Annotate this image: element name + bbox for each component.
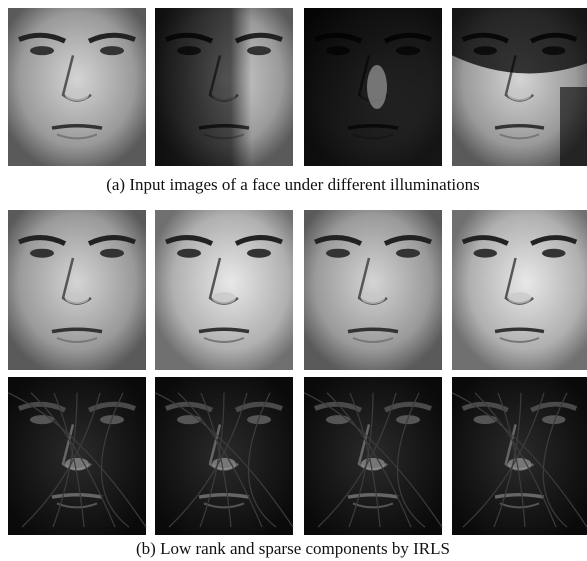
eye	[30, 46, 54, 55]
image-background	[452, 210, 587, 370]
face-image	[452, 210, 587, 370]
nostril	[361, 292, 385, 304]
eye	[177, 249, 201, 258]
image-background	[304, 210, 442, 370]
face-image	[304, 377, 442, 535]
nostril	[508, 89, 531, 101]
eye	[100, 46, 124, 55]
shadow	[560, 87, 587, 166]
face-image	[155, 210, 293, 370]
caption-b: (b) Low rank and sparse components by IR…	[136, 539, 450, 558]
shadow	[155, 8, 293, 166]
nostril	[65, 292, 89, 304]
image-background	[452, 377, 587, 535]
face-image	[8, 377, 146, 535]
face-image	[304, 210, 442, 370]
nostril	[65, 89, 89, 101]
face-image	[452, 377, 587, 535]
eye	[396, 249, 420, 258]
image-background	[8, 8, 146, 166]
eye	[100, 249, 124, 258]
nostril	[508, 292, 531, 304]
highlight	[367, 65, 387, 109]
nostril	[212, 292, 236, 304]
eye	[30, 249, 54, 258]
eye	[247, 249, 271, 258]
face-image	[304, 8, 442, 166]
face-image	[155, 8, 293, 166]
image-background	[8, 210, 146, 370]
eye	[542, 249, 565, 258]
caption-a: (a) Input images of a face under differe…	[106, 175, 480, 194]
image-background	[155, 210, 293, 370]
face-image	[8, 8, 146, 166]
face-image	[8, 210, 146, 370]
page: (a) Input images of a face under differe…	[0, 0, 587, 561]
figure: (a) Input images of a face under differe…	[0, 0, 587, 561]
face-image	[452, 8, 587, 166]
face-image	[155, 377, 293, 535]
eye	[326, 249, 350, 258]
eye	[474, 249, 497, 258]
